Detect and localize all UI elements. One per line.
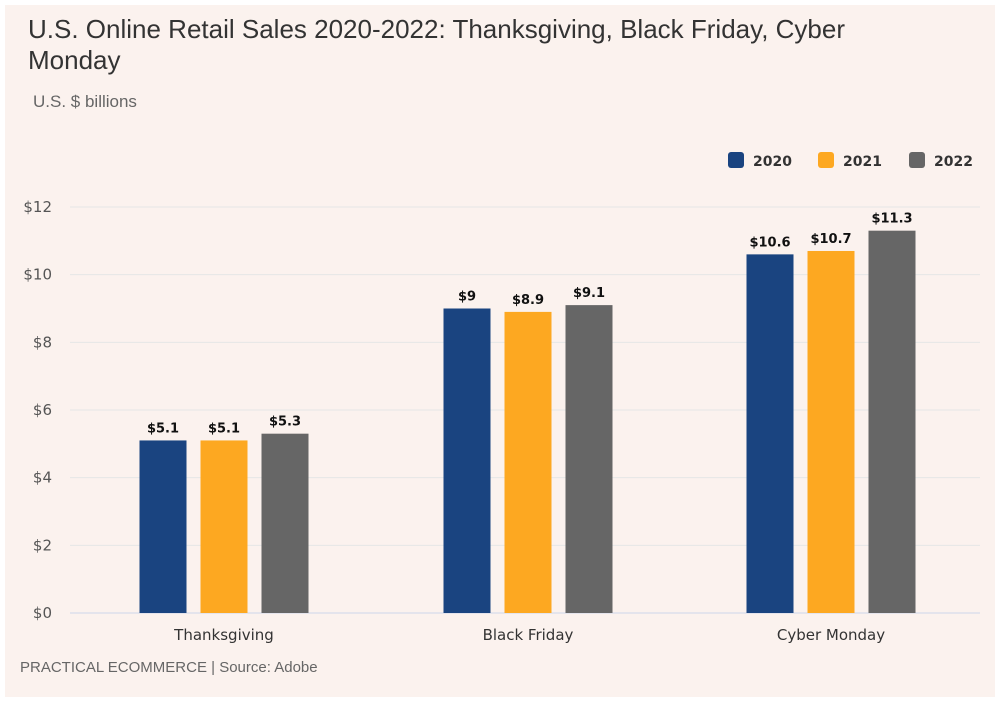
- y-tick-label: $0: [33, 604, 52, 622]
- bar-2020-cyber-monday: [746, 254, 794, 613]
- data-label: $10.7: [810, 232, 851, 247]
- source-footer: PRACTICAL ECOMMERCE | Source: Adobe: [20, 659, 318, 676]
- data-label: $5.1: [208, 421, 240, 436]
- y-tick-label: $6: [33, 401, 52, 419]
- data-label: $10.6: [749, 235, 790, 250]
- bar-2021-cyber-monday: [807, 250, 855, 613]
- chart-title: U.S. Online Retail Sales 2020-2022: Than…: [28, 14, 845, 75]
- data-label: $5.3: [269, 415, 301, 430]
- bar-2022-black-friday: [565, 305, 613, 613]
- data-label: $9.1: [573, 286, 605, 301]
- bar-2022-thanksgiving: [261, 433, 309, 613]
- x-tick-label: Black Friday: [483, 626, 574, 644]
- chart-subtitle: U.S. $ billions: [33, 92, 137, 111]
- legend-swatch-2022: [909, 152, 925, 168]
- legend-label-2021: 2021: [843, 154, 882, 170]
- data-label: $5.1: [147, 421, 179, 436]
- y-tick-label: $4: [33, 469, 52, 487]
- legend-label-2022: 2022: [934, 154, 973, 170]
- data-label: $11.3: [871, 212, 912, 227]
- legend-label-2020: 2020: [753, 154, 792, 170]
- bar-2021-thanksgiving: [200, 440, 248, 613]
- x-tick-label: Thanksgiving: [173, 626, 274, 644]
- y-tick-label: $10: [23, 266, 52, 284]
- bar-2020-black-friday: [443, 308, 491, 613]
- y-tick-label: $12: [23, 198, 52, 216]
- data-label: $8.9: [512, 293, 544, 308]
- data-label: $9: [458, 290, 476, 305]
- bar-2021-black-friday: [504, 311, 552, 613]
- legend-swatch-2021: [818, 152, 834, 168]
- bar-2022-cyber-monday: [868, 230, 916, 613]
- legend-swatch-2020: [728, 152, 744, 168]
- y-tick-label: $2: [33, 536, 52, 554]
- x-tick-label: Cyber Monday: [777, 626, 885, 644]
- y-tick-label: $8: [33, 333, 52, 351]
- bar-2020-thanksgiving: [139, 440, 187, 613]
